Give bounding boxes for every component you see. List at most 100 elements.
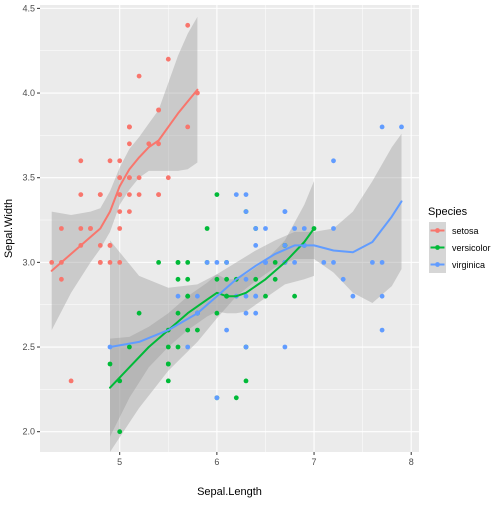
- setosa-point: [68, 378, 74, 384]
- versicolor-smooth-line: [109, 227, 315, 389]
- setosa-point: [156, 107, 162, 113]
- y-tick-label: 4.0: [22, 88, 35, 98]
- setosa-point: [156, 141, 162, 147]
- setosa-point: [107, 260, 113, 265]
- setosa-point: [88, 226, 93, 231]
- versicolor-point: [175, 310, 181, 316]
- versicolor-point: [165, 378, 171, 384]
- virginica-point: [214, 260, 220, 265]
- setosa-point: [165, 56, 171, 62]
- virginica-point: [195, 293, 200, 299]
- virginica-point: [253, 293, 259, 299]
- virginica-point: [331, 226, 336, 231]
- versicolor-point: [204, 226, 210, 231]
- legend-key-virginica: virginica: [429, 256, 485, 273]
- x-tick-label: 8: [409, 457, 414, 467]
- x-axis-title: Sepal.Length: [197, 486, 262, 498]
- versicolor-point: [214, 310, 220, 316]
- virginica-point: [379, 124, 385, 130]
- virginica-point: [243, 276, 249, 282]
- legend-label-virginica: virginica: [452, 260, 485, 270]
- setosa-point: [136, 175, 142, 181]
- versicolor-point: [185, 327, 191, 333]
- virginica-point: [379, 293, 385, 299]
- virginica-point: [233, 192, 239, 198]
- setosa-point: [136, 73, 142, 79]
- virginica-point: [331, 158, 336, 164]
- setosa-point: [117, 260, 123, 265]
- virginica-point: [321, 260, 327, 265]
- legend-key-setosa: setosa: [429, 222, 479, 239]
- versicolor-point: [175, 276, 181, 282]
- virginica-point: [243, 192, 249, 198]
- versicolor-confidence-ribbon: [110, 181, 314, 437]
- versicolor-point: [156, 260, 162, 265]
- setosa-point: [59, 276, 64, 282]
- legend-key-point: [435, 228, 440, 233]
- setosa-point: [49, 260, 55, 265]
- setosa-point: [78, 158, 84, 164]
- y-axis-title: Sepal.Width: [3, 199, 15, 258]
- setosa-point: [107, 243, 113, 248]
- versicolor-point: [107, 361, 113, 367]
- virginica-confidence-ribbon: [110, 133, 402, 452]
- setosa-point: [97, 243, 103, 248]
- versicolor-point: [136, 310, 142, 316]
- virginica-point: [253, 243, 259, 248]
- virginica-point: [224, 260, 230, 265]
- setosa-point: [165, 175, 171, 181]
- virginica-point: [370, 260, 375, 265]
- setosa-point: [126, 209, 132, 215]
- setosa-point: [126, 175, 132, 181]
- virginica-point: [243, 293, 249, 299]
- versicolor-point: [214, 192, 220, 198]
- legend-label-versicolor: versicolor: [452, 243, 491, 253]
- x-tick-label: 7: [312, 457, 317, 467]
- versicolor-point: [243, 378, 249, 384]
- setosa-point: [117, 226, 123, 231]
- grid-layer: [40, 5, 419, 452]
- versicolor-point: [175, 260, 181, 265]
- virginica-point: [243, 344, 249, 350]
- setosa-point: [97, 260, 103, 265]
- versicolor-point: [263, 293, 268, 299]
- virginica-point: [282, 344, 288, 350]
- virginica-point: [243, 209, 249, 215]
- versicolor-point: [185, 260, 191, 265]
- setosa-confidence-ribbon: [51, 16, 198, 331]
- versicolor-point: [185, 276, 191, 282]
- plot-panel: [40, 5, 419, 452]
- virginica-point: [340, 276, 346, 282]
- virginica-point: [331, 260, 336, 265]
- y-tick-label: 4.5: [22, 3, 35, 13]
- versicolor-point: [272, 276, 278, 282]
- x-tick-label: 5: [117, 457, 122, 467]
- x-tick-label: 6: [214, 457, 219, 467]
- virginica-point: [224, 327, 230, 333]
- setosa-point: [78, 226, 84, 231]
- virginica-point: [243, 310, 249, 316]
- legend-keys: setosa versicolor virginica: [429, 222, 491, 273]
- setosa-point: [78, 192, 84, 198]
- virginica-smooth-line: [109, 200, 403, 348]
- versicolor-point: [117, 429, 123, 435]
- setosa-point: [117, 192, 123, 198]
- setosa-point: [185, 124, 191, 130]
- versicolor-point: [165, 344, 171, 350]
- virginica-point: [292, 260, 297, 265]
- virginica-point: [399, 124, 404, 130]
- y-tick-label: 3.5: [22, 173, 35, 183]
- tick-layer: 5 6 7 8 2.0 2.5 3.0 3.5 4.0 4.5: [22, 3, 413, 467]
- setosa-point: [185, 22, 191, 28]
- virginica-point: [204, 260, 210, 265]
- virginica-point: [282, 243, 288, 248]
- virginica-point: [253, 226, 259, 231]
- setosa-point: [117, 175, 123, 181]
- versicolor-point: [165, 361, 171, 367]
- smooth-line-layer: [50, 88, 403, 389]
- virginica-point: [263, 226, 268, 231]
- virginica-point: [350, 293, 356, 299]
- y-tick-label: 3.0: [22, 257, 35, 267]
- versicolor-point: [233, 395, 239, 401]
